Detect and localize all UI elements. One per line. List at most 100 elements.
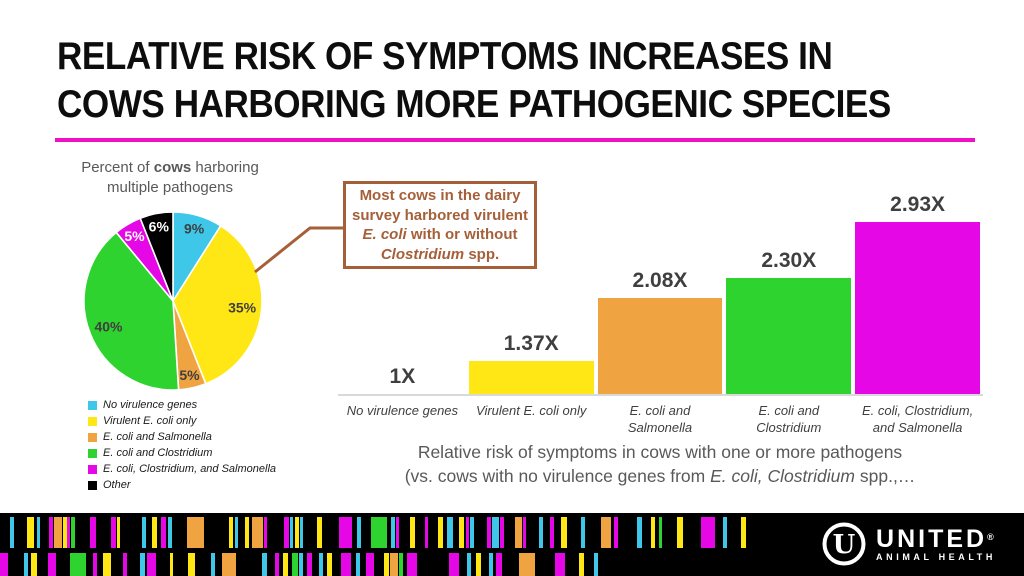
barcode-bar [459, 517, 464, 548]
barcode-bar [327, 553, 332, 576]
legend-swatch-icon [88, 432, 97, 442]
barcode-bar [407, 553, 417, 576]
bar-tick-label: E. coli, Clostridium, and Salmonella [861, 403, 974, 435]
barcode-bar [283, 553, 288, 576]
united-logo: U UNITED® ANIMAL HEALTH [821, 521, 996, 567]
pie-slice-label: 5% [179, 367, 200, 383]
barcode-bar [467, 553, 471, 576]
barcode-bar [54, 517, 62, 548]
barcode-bar [307, 553, 312, 576]
legend-item: E. coli and Clostridium [88, 445, 276, 461]
barcode-bar [147, 553, 156, 576]
barcode-bar [561, 517, 567, 548]
legend-item: Virulent E. coli only [88, 413, 276, 429]
callout-connector-line [254, 226, 345, 274]
barcode-bar [515, 517, 522, 548]
pie-slice-label: 9% [184, 220, 205, 236]
bar-chart-baseline [338, 394, 983, 396]
barcode-bar [70, 553, 86, 576]
barcode-bar [71, 517, 75, 548]
legend-label: E. coli and Salmonella [103, 431, 212, 443]
barcode-bar [290, 517, 293, 548]
barcode-bar [67, 517, 70, 548]
barcode-bar [188, 553, 195, 576]
title-line-1: RELATIVE RISK OF SYMPTOMS INCREASES IN [57, 35, 833, 78]
barcode-bar [161, 517, 166, 548]
bar-value-label: 1.37X [503, 332, 559, 355]
barcode-bar [659, 517, 662, 548]
pie-slice-label: 35% [228, 300, 257, 316]
callout-box: Most cows in the dairy survey harbored v… [343, 181, 537, 269]
pie-chart: 9%35%5%40%5%6% [83, 211, 263, 391]
callout-line-1: Most cows in the dairy [359, 187, 521, 204]
legend-item: Other [88, 477, 276, 493]
connector-polyline [254, 226, 345, 274]
barcode-bar [10, 517, 14, 548]
barcode-bar [142, 517, 146, 548]
barcode-bar [500, 517, 504, 548]
bar-value-label: 1X [389, 365, 416, 388]
barcode-bar [319, 553, 323, 576]
barcode-bar [339, 517, 352, 548]
callout-line-3: E. coli with or without [362, 226, 518, 243]
bar-value-label: 2.93X [890, 193, 946, 216]
barcode-bar [677, 517, 683, 548]
barcode-bar [63, 517, 67, 548]
barcode-bar [539, 517, 543, 548]
legend-swatch-icon [88, 480, 97, 490]
barcode-bar [449, 553, 459, 576]
barcode-bar [49, 517, 53, 548]
barcode-bar [476, 553, 481, 576]
barcode-bar [48, 553, 56, 576]
pie-legend: No virulence genes Virulent E. coli only E… [88, 397, 276, 493]
barcode-bar [492, 517, 499, 548]
barcode-bar [264, 517, 267, 548]
barcode-bar [447, 517, 453, 548]
bar [468, 361, 594, 394]
barcode-bar [371, 517, 387, 548]
title-line-2: COWS HARBORING MORE PATHOGENIC SPECIES [57, 83, 891, 126]
barcode-bar [252, 517, 263, 548]
barcode-bar [37, 517, 40, 548]
logo-subtitle: ANIMAL HEALTH [876, 551, 996, 562]
barcode-bar [317, 517, 322, 548]
caption-line-1: Relative risk of symptoms in cows with o… [417, 442, 903, 462]
barcode-bar [299, 553, 303, 576]
pie-slice [139, 211, 174, 302]
logo-name: UNITED® [876, 524, 994, 553]
legend-swatch-icon [88, 464, 97, 474]
barcode-bar [489, 553, 493, 576]
bar-value-label: 2.30X [761, 249, 817, 272]
barcode-bar [614, 517, 618, 548]
barcode-bar [235, 517, 238, 548]
pie-chart-title: Percent of cows harboring multiple patho… [50, 158, 290, 198]
legend-label: No virulence genes [103, 399, 198, 411]
barcode-bar [168, 517, 172, 548]
bar-tick-label: Virulent E. coli only [476, 403, 587, 418]
barcode-bar [637, 517, 642, 548]
barcode-bar [211, 553, 215, 576]
pie-slice-label: 5% [124, 228, 145, 244]
logo-monogram: U [833, 530, 856, 560]
united-logo-mark-icon: U [822, 522, 866, 566]
barcode-bar [519, 553, 535, 576]
barcode-bar [496, 553, 502, 576]
barcode-bar [356, 553, 360, 576]
barcode-bar [117, 517, 120, 548]
barcode-bar [275, 553, 279, 576]
barcode-bar [111, 517, 116, 548]
legend-item: E. coli and Salmonella [88, 429, 276, 445]
barcode-bar [384, 553, 389, 576]
barcode-bar [701, 517, 715, 548]
barcode-row-2 [0, 553, 1024, 576]
barcode-bar [487, 517, 491, 548]
barcode-bar [550, 517, 554, 548]
barcode-bar [466, 517, 469, 548]
barcode-bar [0, 553, 8, 576]
barcode-row-1 [0, 517, 1024, 548]
barcode-bar [410, 517, 415, 548]
registered-mark: ® [987, 531, 994, 542]
legend-label: E. coli and Clostridium [103, 447, 213, 459]
bar [726, 278, 852, 394]
barcode-bar [723, 517, 727, 548]
